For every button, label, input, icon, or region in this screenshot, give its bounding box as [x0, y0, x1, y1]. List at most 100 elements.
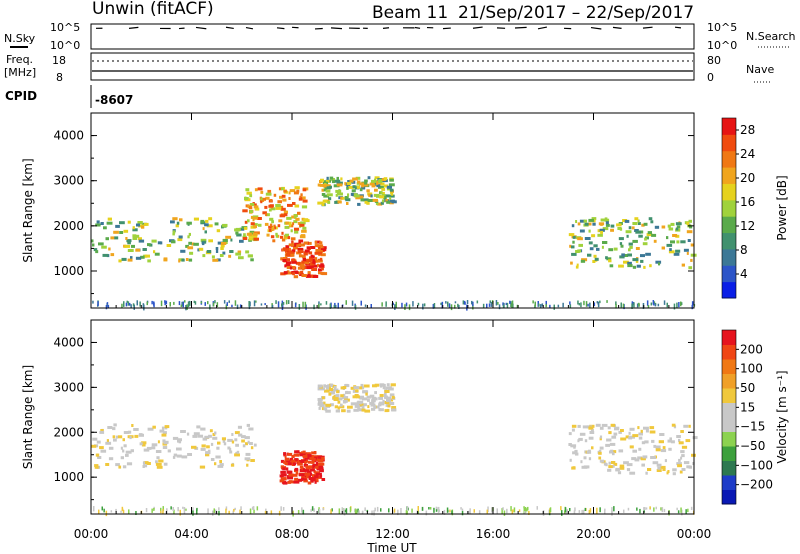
- heatmap-cell: [397, 509, 399, 516]
- heatmap-cell: [275, 300, 277, 304]
- heatmap-cell: [241, 439, 245, 443]
- heatmap-cell: [578, 437, 583, 441]
- heatmap-cell: [98, 242, 104, 246]
- heatmap-cell: [300, 221, 306, 225]
- heatmap-cell: [123, 431, 130, 434]
- heatmap-cell: [162, 446, 168, 449]
- heatmap-cell: [690, 243, 695, 247]
- heatmap-cell: [286, 253, 290, 257]
- heatmap-cell: [606, 438, 612, 442]
- heatmap-cell: [609, 264, 614, 268]
- heatmap-cell: [354, 404, 360, 408]
- heatmap-cell: [202, 227, 205, 231]
- heatmap-cell: [447, 301, 449, 307]
- heatmap-cell: [681, 445, 688, 449]
- heatmap-cell: [228, 300, 230, 303]
- heatmap-cell: [182, 506, 184, 509]
- noise-trace-segment: [442, 27, 451, 30]
- station-title: Unwin (fitACF): [92, 0, 214, 19]
- heatmap-cell: [103, 508, 105, 513]
- colorbar-frame: [721, 329, 737, 505]
- heatmap-cell: [382, 383, 386, 387]
- noise-trace-segment: [514, 26, 527, 29]
- heatmap-cell: [219, 460, 222, 463]
- heatmap-cell: [120, 446, 123, 450]
- heatmap-cell: [253, 443, 257, 447]
- heatmap-cell: [287, 271, 294, 275]
- heatmap-cell: [110, 236, 116, 240]
- heatmap-cell: [428, 507, 430, 510]
- heatmap-cell: [164, 300, 166, 303]
- heatmap-cell: [283, 236, 288, 240]
- heatmap-cell: [128, 509, 130, 515]
- colorbar-swatch: [722, 167, 736, 184]
- heatmap-cell: [193, 300, 196, 303]
- heatmap-cell: [322, 199, 328, 203]
- heatmap-cell: [297, 250, 304, 253]
- heatmap-cell: [433, 303, 436, 309]
- heatmap-cell: [237, 425, 242, 429]
- heatmap-cell: [323, 184, 330, 188]
- heatmap-cell: [301, 260, 305, 264]
- heatmap-cell: [299, 223, 305, 227]
- heatmap-cell: [668, 447, 672, 451]
- noise-panel: N.Sky 10^5 10^0 10^5 10^0 N.Search: [4, 21, 796, 52]
- heatmap-cell: [193, 217, 199, 221]
- heatmap-cell: [378, 185, 384, 189]
- heatmap-cell: [641, 223, 645, 227]
- heatmap-cell: [389, 196, 392, 200]
- heatmap-cell: [108, 457, 114, 461]
- heatmap-cell: [275, 204, 281, 207]
- heatmap-cell: [286, 261, 292, 265]
- heatmap-cell: [637, 219, 640, 223]
- heatmap-cell: [123, 444, 127, 448]
- heatmap-cell: [329, 388, 334, 391]
- heatmap-cell: [271, 220, 274, 224]
- heatmap-cell: [317, 263, 319, 267]
- heatmap-cell: [346, 202, 349, 205]
- heatmap-cell: [628, 248, 631, 252]
- heatmap-cell: [254, 207, 260, 211]
- heatmap-cell: [266, 233, 270, 237]
- heatmap-cell: [496, 508, 498, 514]
- heatmap-cell: [113, 230, 119, 234]
- heatmap-cell: [313, 470, 316, 474]
- heatmap-cell: [641, 441, 646, 445]
- heatmap-cell: [227, 438, 233, 442]
- heatmap-cell: [129, 436, 132, 440]
- heatmap-cell: [349, 506, 352, 513]
- heatmap-cell: [346, 409, 351, 413]
- heatmap-cell: [655, 445, 661, 449]
- heatmap-cell: [185, 244, 189, 248]
- heatmap-cell: [685, 439, 691, 443]
- nave-tick-top: 80: [707, 54, 721, 67]
- heatmap-cell: [608, 431, 612, 435]
- heatmap-cell: [264, 510, 267, 515]
- heatmap-cell: [243, 233, 246, 237]
- heatmap-cell: [354, 305, 357, 310]
- heatmap-cell: [317, 466, 324, 470]
- heatmap-cell: [292, 222, 295, 226]
- heatmap-cell: [280, 257, 286, 261]
- heatmap-cell: [657, 303, 660, 307]
- heatmap-cell: [95, 223, 101, 227]
- heatmap-cell: [282, 467, 286, 471]
- y-tick-label: 3000: [53, 380, 84, 394]
- heatmap-cell: [309, 465, 313, 469]
- heatmap-cell: [650, 220, 654, 224]
- heatmap-cell: [304, 249, 310, 253]
- heatmap-cell: [294, 450, 300, 454]
- heatmap-cell: [248, 234, 254, 238]
- heatmap-cell: [287, 203, 293, 207]
- heatmap-cell: [598, 222, 605, 226]
- heatmap-cell: [600, 218, 607, 222]
- heatmap-cell: [461, 510, 464, 516]
- heatmap-cell: [201, 444, 206, 448]
- heatmap-cell: [631, 303, 633, 309]
- heatmap-cell: [321, 396, 325, 400]
- heatmap-cell: [435, 509, 438, 512]
- colorbar-tick-label: 20: [740, 171, 755, 185]
- heatmap-cell: [308, 477, 314, 480]
- heatmap-cell: [301, 267, 305, 271]
- heatmap-cell: [325, 384, 330, 388]
